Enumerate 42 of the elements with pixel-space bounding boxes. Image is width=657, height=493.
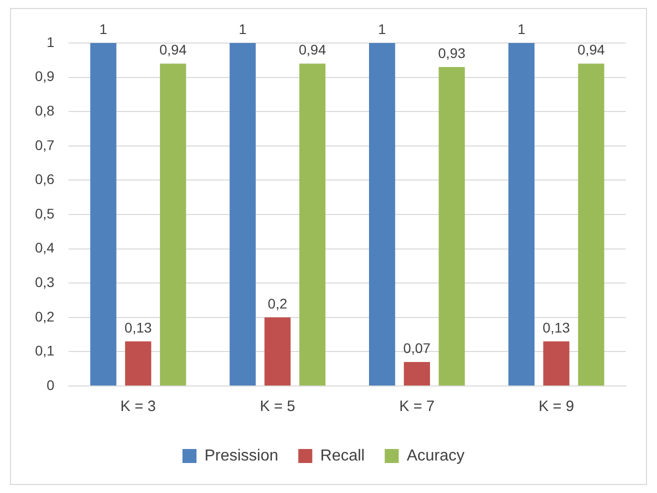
data-label: 1 — [99, 20, 108, 37]
data-label: 0,2 — [268, 295, 288, 312]
data-label: 0,07 — [403, 340, 431, 356]
bar — [508, 43, 535, 386]
bar — [160, 64, 186, 386]
bar — [369, 43, 396, 386]
legend-label: Recall — [320, 447, 365, 464]
bar — [299, 64, 326, 386]
data-label: 0,13 — [542, 319, 570, 336]
x-tick-label: K = 9 — [538, 398, 574, 416]
y-tick-label: 0,7 — [34, 136, 55, 153]
x-tick-label: K = 5 — [260, 398, 296, 416]
data-label: 0,94 — [298, 41, 326, 58]
y-tick-label: 0,1 — [34, 342, 55, 359]
y-tick-label: 0,3 — [34, 274, 55, 290]
x-tick-label: K = 3 — [120, 398, 156, 416]
bar — [578, 64, 604, 386]
y-tick-label: 0,2 — [34, 308, 55, 324]
bar — [543, 341, 570, 386]
legend-label: Presission — [204, 447, 278, 464]
data-label: 0,13 — [124, 319, 152, 336]
bar — [264, 317, 291, 386]
y-tick-label: 1 — [46, 34, 55, 50]
y-tick-label: 0 — [46, 376, 55, 393]
data-label: 1 — [378, 20, 386, 37]
y-tick-label: 0,6 — [34, 171, 55, 188]
bar — [438, 67, 465, 386]
data-label: 0,93 — [438, 44, 466, 61]
x-tick-label: K = 7 — [399, 398, 435, 416]
data-label: 1 — [518, 20, 526, 37]
bar — [125, 341, 152, 386]
bar — [230, 43, 256, 386]
bar — [90, 43, 116, 386]
data-label: 0,94 — [578, 41, 605, 58]
y-tick-label: 0,9 — [34, 68, 55, 84]
y-tick-label: 0,4 — [34, 240, 55, 256]
y-tick-label: 0,5 — [34, 205, 55, 222]
legend-label: Acuracy — [406, 447, 465, 464]
bar — [404, 362, 430, 386]
y-tick-label: 0,8 — [34, 102, 55, 118]
data-label: 1 — [238, 20, 247, 37]
data-label: 0,94 — [159, 41, 187, 58]
